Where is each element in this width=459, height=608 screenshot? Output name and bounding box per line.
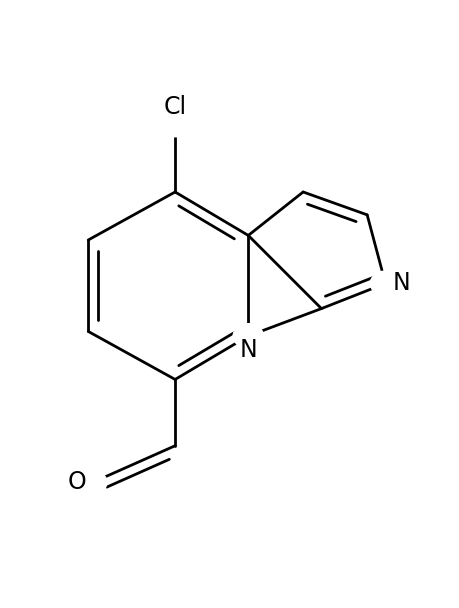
- Ellipse shape: [78, 471, 106, 494]
- Text: Cl: Cl: [163, 95, 186, 119]
- Text: N: N: [392, 271, 409, 295]
- Ellipse shape: [369, 271, 400, 295]
- Text: N: N: [239, 338, 257, 362]
- Ellipse shape: [156, 105, 194, 137]
- Text: O: O: [67, 471, 86, 494]
- Ellipse shape: [233, 323, 263, 348]
